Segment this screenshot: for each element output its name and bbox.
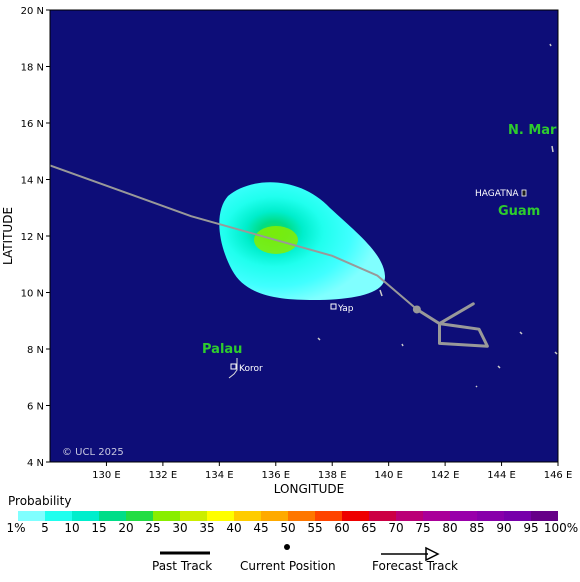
scale-label: 10 <box>64 521 80 535</box>
current-position-marker <box>412 305 421 314</box>
scale-swatch <box>504 511 531 521</box>
current-position-label: Current Position <box>240 559 336 573</box>
lon-tick-label: 144 E <box>487 470 516 481</box>
scale-swatch <box>72 511 99 521</box>
place-label-koror: Koror <box>239 364 263 374</box>
place-label-hagatna: HAGATNA <box>475 189 519 199</box>
scale-swatch <box>261 511 288 521</box>
lat-tick-label: 4 N <box>27 458 44 469</box>
lat-tick-label: 10 N <box>21 289 44 300</box>
lon-tick-label: 140 E <box>374 470 403 481</box>
scale-swatch <box>153 511 180 521</box>
scale-label: 70 <box>388 521 404 535</box>
region-label-n-mari: N. Mari <box>508 123 561 138</box>
scale-swatch <box>207 511 234 521</box>
scale-swatch <box>288 511 315 521</box>
scale-label: 1% <box>6 521 26 535</box>
scale-swatch <box>18 511 45 521</box>
scale-swatch <box>477 511 504 521</box>
forecast-track-line <box>416 302 489 348</box>
lon-tick-label: 134 E <box>205 470 234 481</box>
yap-island <box>330 303 337 310</box>
forecast-arrow-icon <box>425 546 440 562</box>
lat-tick-label: 18 N <box>21 63 44 74</box>
scale-label: 30 <box>172 521 188 535</box>
probability-scale-labels: 1% 5 10 15 20 25 30 35 40 45 50 55 60 65 70 75 80 85 90 95 1… <box>0 521 580 537</box>
scale-label: 60 <box>334 521 350 535</box>
current-position-symbol <box>284 544 290 550</box>
scale-swatch <box>369 511 396 521</box>
lon-tick-label: 146 E <box>544 470 573 481</box>
scale-swatch <box>450 511 477 521</box>
scale-label: 25 <box>145 521 161 535</box>
lon-tick-label: 130 E <box>92 470 121 481</box>
track-legend: Past Track Current Position Forecast Tra… <box>0 540 580 580</box>
y-axis-title: LATITUDE <box>1 207 15 265</box>
scale-swatch <box>423 511 450 521</box>
scale-label: 75 <box>415 521 431 535</box>
lat-tick-label: 20 N <box>21 6 44 17</box>
past-track-line <box>50 164 418 311</box>
scale-swatch <box>180 511 207 521</box>
scale-swatch <box>396 511 423 521</box>
longitude-axis: 130 E 132 E 134 E 136 E 138 E 140 E 142 E 144 E… <box>92 462 572 481</box>
scale-swatch <box>315 511 342 521</box>
scale-label: 85 <box>469 521 485 535</box>
region-label-guam: Guam <box>498 204 540 219</box>
scale-label: 55 <box>307 521 323 535</box>
small-islands <box>317 43 558 388</box>
lon-tick-label: 138 E <box>318 470 347 481</box>
lat-tick-label: 12 N <box>21 232 44 243</box>
forecast-track-label: Forecast Track <box>372 559 458 573</box>
latitude-axis: 20 N 18 N 16 N 14 N 12 N 10 N 8 N 6 N 4 N <box>21 6 50 469</box>
legend-title: Probability <box>8 494 72 508</box>
lat-tick-label: 8 N <box>27 345 44 356</box>
scale-swatch <box>99 511 126 521</box>
scale-label: 100% <box>543 521 579 535</box>
scale-label: 35 <box>199 521 215 535</box>
probability-color-scale <box>18 511 558 521</box>
scale-swatch <box>234 511 261 521</box>
lat-tick-label: 6 N <box>27 402 44 413</box>
scale-label: 65 <box>361 521 377 535</box>
track-legend-symbols <box>160 544 440 562</box>
scale-label: 95 <box>523 521 539 535</box>
probability-field <box>219 182 386 300</box>
lon-tick-label: 132 E <box>149 470 178 481</box>
x-axis-title: LONGITUDE <box>274 482 344 496</box>
place-label-yap: Yap <box>337 304 354 314</box>
lon-tick-label: 142 E <box>431 470 460 481</box>
past-track-label: Past Track <box>152 559 213 573</box>
scale-swatch <box>126 511 153 521</box>
scale-label: 15 <box>91 521 107 535</box>
palau-islands <box>228 358 238 379</box>
scale-label: 50 <box>280 521 296 535</box>
lon-tick-label: 136 E <box>261 470 290 481</box>
scale-swatch <box>45 511 72 521</box>
scale-label: 5 <box>41 521 49 535</box>
scale-label: 80 <box>442 521 458 535</box>
scale-label: 90 <box>496 521 512 535</box>
copyright-text: © UCL 2025 <box>62 447 124 458</box>
scale-swatch <box>342 511 369 521</box>
scale-label: 40 <box>226 521 242 535</box>
lat-tick-label: 16 N <box>21 119 44 130</box>
lat-tick-label: 14 N <box>21 176 44 187</box>
guam-island <box>521 189 527 197</box>
scale-label: 20 <box>118 521 134 535</box>
scale-swatch <box>531 511 558 521</box>
scale-label: 45 <box>253 521 269 535</box>
koror-island <box>230 363 237 370</box>
region-label-palau: Palau <box>202 342 242 357</box>
